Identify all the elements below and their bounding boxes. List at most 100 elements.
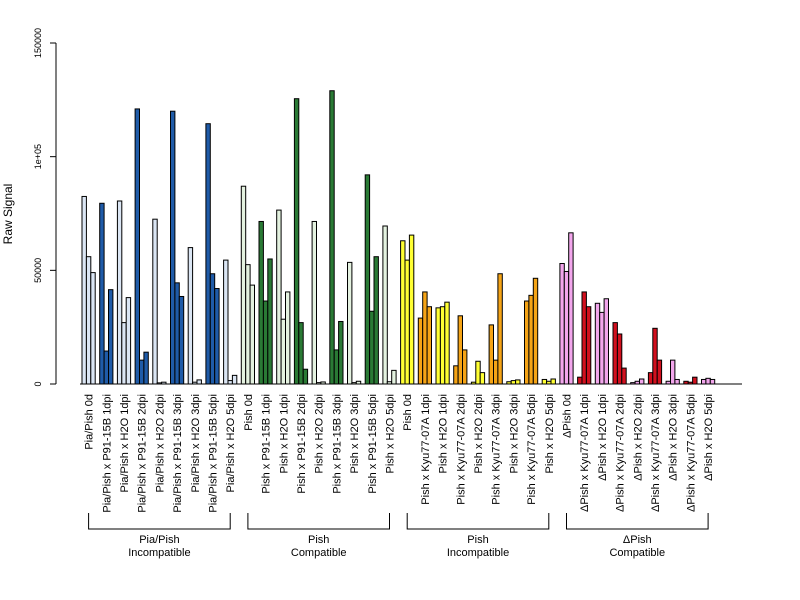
bar (298, 322, 304, 385)
x-tick-label: ΔPish x Kyu77-07A 1dpi (579, 394, 591, 512)
bar (214, 288, 220, 385)
y-tick-label: 0 (33, 381, 43, 386)
group-label-line2: Compatible (291, 547, 347, 559)
bar (709, 378, 716, 385)
bar (656, 359, 663, 385)
x-tick-label: Pia/Pish x H2O 3dpi (190, 394, 202, 492)
bar (152, 218, 158, 385)
bar (457, 315, 464, 385)
bar (329, 90, 335, 385)
bar (462, 349, 468, 385)
x-tick-label: Pish x Kyu77-07A 5dpi (526, 394, 538, 505)
bar (85, 256, 92, 385)
bar (196, 379, 202, 385)
bar (559, 263, 565, 385)
x-tick-label: Pia/Pish 0d (84, 394, 96, 450)
group-bracket (566, 513, 709, 530)
bar (705, 377, 711, 385)
x-tick-label: ΔPish x Kyu77-07A 2dpi (615, 394, 627, 512)
x-tick-label: Pish 0d (402, 394, 414, 431)
bar (524, 300, 530, 385)
x-tick-label: Pish x Kyu77-07A 2dpi (455, 394, 467, 505)
y-axis: 0 50000 1e+05 150000 (33, 28, 57, 387)
x-tick-label: Pish x P91-15B 5dpi (367, 394, 379, 494)
bar (475, 360, 481, 385)
bar (616, 333, 623, 385)
bar (262, 300, 269, 385)
bar (652, 327, 658, 385)
x-tick-label: Pia/Pish x H2O 5dpi (225, 394, 237, 492)
group-label-line1: Pia/Pish (139, 534, 179, 546)
bar (479, 372, 486, 385)
bar (108, 289, 114, 385)
x-tick-label: ΔPish x H2O 5dpi (703, 394, 715, 481)
x-tick-label: Pish 0d (243, 394, 255, 431)
bar (231, 374, 238, 385)
bar (599, 311, 605, 385)
x-tick-label: Pia/Pish x P91-15B 2dpi (137, 394, 149, 513)
bar (170, 110, 176, 385)
bar (391, 369, 397, 385)
x-tick-label: Pish x H2O 1dpi (438, 394, 450, 473)
bar (333, 349, 340, 385)
bar (311, 220, 318, 385)
x-tick-label: Pish x P91-15B 3dpi (331, 394, 343, 494)
bar (670, 359, 676, 385)
bar (400, 240, 406, 385)
bar (338, 320, 344, 385)
bar (285, 291, 291, 385)
bar (223, 259, 229, 385)
x-tick-label: Pish x H2O 3dpi (349, 394, 361, 473)
bar (692, 376, 698, 385)
bar (373, 256, 379, 385)
x-tick-label: Pish x P91-15B 2dpi (296, 394, 308, 494)
bar (497, 273, 503, 385)
bar (581, 291, 587, 385)
bar (90, 272, 96, 385)
bar (116, 200, 123, 385)
bar (302, 368, 309, 385)
bar (515, 379, 521, 385)
x-tick-label: ΔPish 0d (562, 394, 574, 438)
bar (81, 195, 87, 385)
bar (603, 298, 609, 385)
bar (435, 307, 441, 385)
bar (382, 225, 388, 385)
bar (701, 378, 707, 385)
bar (550, 378, 556, 385)
bar (280, 318, 287, 385)
bar (240, 185, 247, 385)
x-tick-label: Pish x H2O 1dpi (278, 394, 290, 473)
bar (364, 174, 371, 385)
bar (528, 294, 534, 385)
bar (143, 351, 149, 385)
x-tick-label: Pish x Kyu77-07A 1dpi (420, 394, 432, 505)
group-label-line1: Pish (467, 534, 488, 546)
bar (577, 376, 583, 385)
group-label-line2: Incompatible (447, 547, 509, 559)
bar (134, 108, 141, 385)
bar (568, 232, 574, 385)
bar (267, 258, 273, 385)
x-tick-label: Pia/Pish x P91-15B 3dpi (172, 394, 184, 513)
bar (444, 301, 450, 385)
bar (488, 324, 495, 385)
group-label-line1: Pish (308, 534, 329, 546)
group-label-line2: Compatible (609, 547, 665, 559)
x-tick-label: Pia/Pish x H2O 1dpi (119, 394, 131, 492)
x-tick-label: Pia/Pish x P91-15B 5dpi (208, 394, 220, 513)
bar (541, 378, 548, 385)
y-tick-label: 50000 (33, 258, 43, 283)
group-bracket (88, 513, 231, 530)
bar (205, 123, 211, 385)
x-tick-label: Pish x H2O 5dpi (544, 394, 556, 473)
y-tick-label: 1e+05 (33, 144, 43, 169)
bar (276, 209, 282, 385)
bar (674, 378, 680, 385)
x-tick-label: Pia/Pish x P91-15B 1dpi (101, 394, 113, 513)
bar (121, 322, 127, 385)
x-tick-label: Pia/Pish x H2O 2dpi (154, 394, 166, 492)
x-tick-label: ΔPish x Kyu77-07A 5dpi (685, 394, 697, 512)
x-tick-label: Pish x H2O 3dpi (508, 394, 520, 473)
